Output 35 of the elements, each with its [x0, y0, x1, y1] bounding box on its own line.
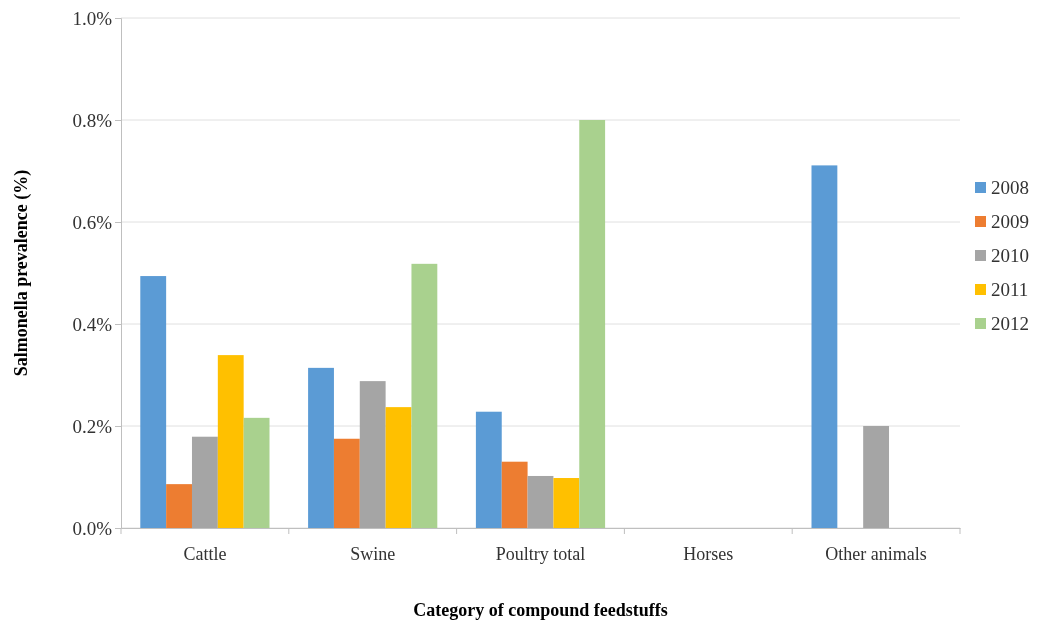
- y-axis-title: Salmonella prevalence (%): [11, 169, 32, 377]
- bar: [333, 438, 360, 528]
- bar: [475, 411, 502, 528]
- x-tick-label: Cattle: [183, 543, 227, 564]
- legend-label: 2011: [991, 279, 1029, 300]
- bar: [217, 355, 244, 528]
- bar: [527, 475, 554, 528]
- legend-label: 2008: [991, 177, 1029, 198]
- bar: [166, 484, 192, 528]
- bar: [501, 461, 528, 528]
- y-tick-label: 0.6%: [72, 211, 113, 233]
- bar: [140, 276, 167, 528]
- bar: [243, 417, 270, 528]
- y-tick-label: 1.0%: [72, 7, 113, 29]
- bar: [811, 165, 838, 528]
- bar: [359, 381, 386, 528]
- bar: [411, 263, 438, 528]
- bar: [863, 426, 890, 528]
- x-tick-label: Swine: [350, 543, 396, 564]
- x-tick-label: Poultry total: [495, 543, 586, 564]
- legend-label: 2010: [991, 245, 1029, 266]
- x-axis-title: Category of compound feedstuffs: [413, 600, 668, 620]
- y-tick-label: 0.4%: [72, 313, 113, 335]
- bar: [553, 478, 580, 528]
- bar: [191, 436, 218, 528]
- x-tick-label: Other animals: [825, 543, 927, 564]
- legend-label: 2012: [991, 313, 1029, 334]
- x-tick-label: Horses: [683, 543, 734, 564]
- legend-label: 2009: [991, 211, 1029, 232]
- bar: [308, 367, 334, 528]
- bar: [385, 407, 412, 528]
- y-tick-label: 0.8%: [72, 109, 113, 131]
- y-tick-label: 0.0%: [72, 517, 113, 539]
- bar: [579, 120, 606, 528]
- y-tick-label: 0.2%: [72, 415, 113, 437]
